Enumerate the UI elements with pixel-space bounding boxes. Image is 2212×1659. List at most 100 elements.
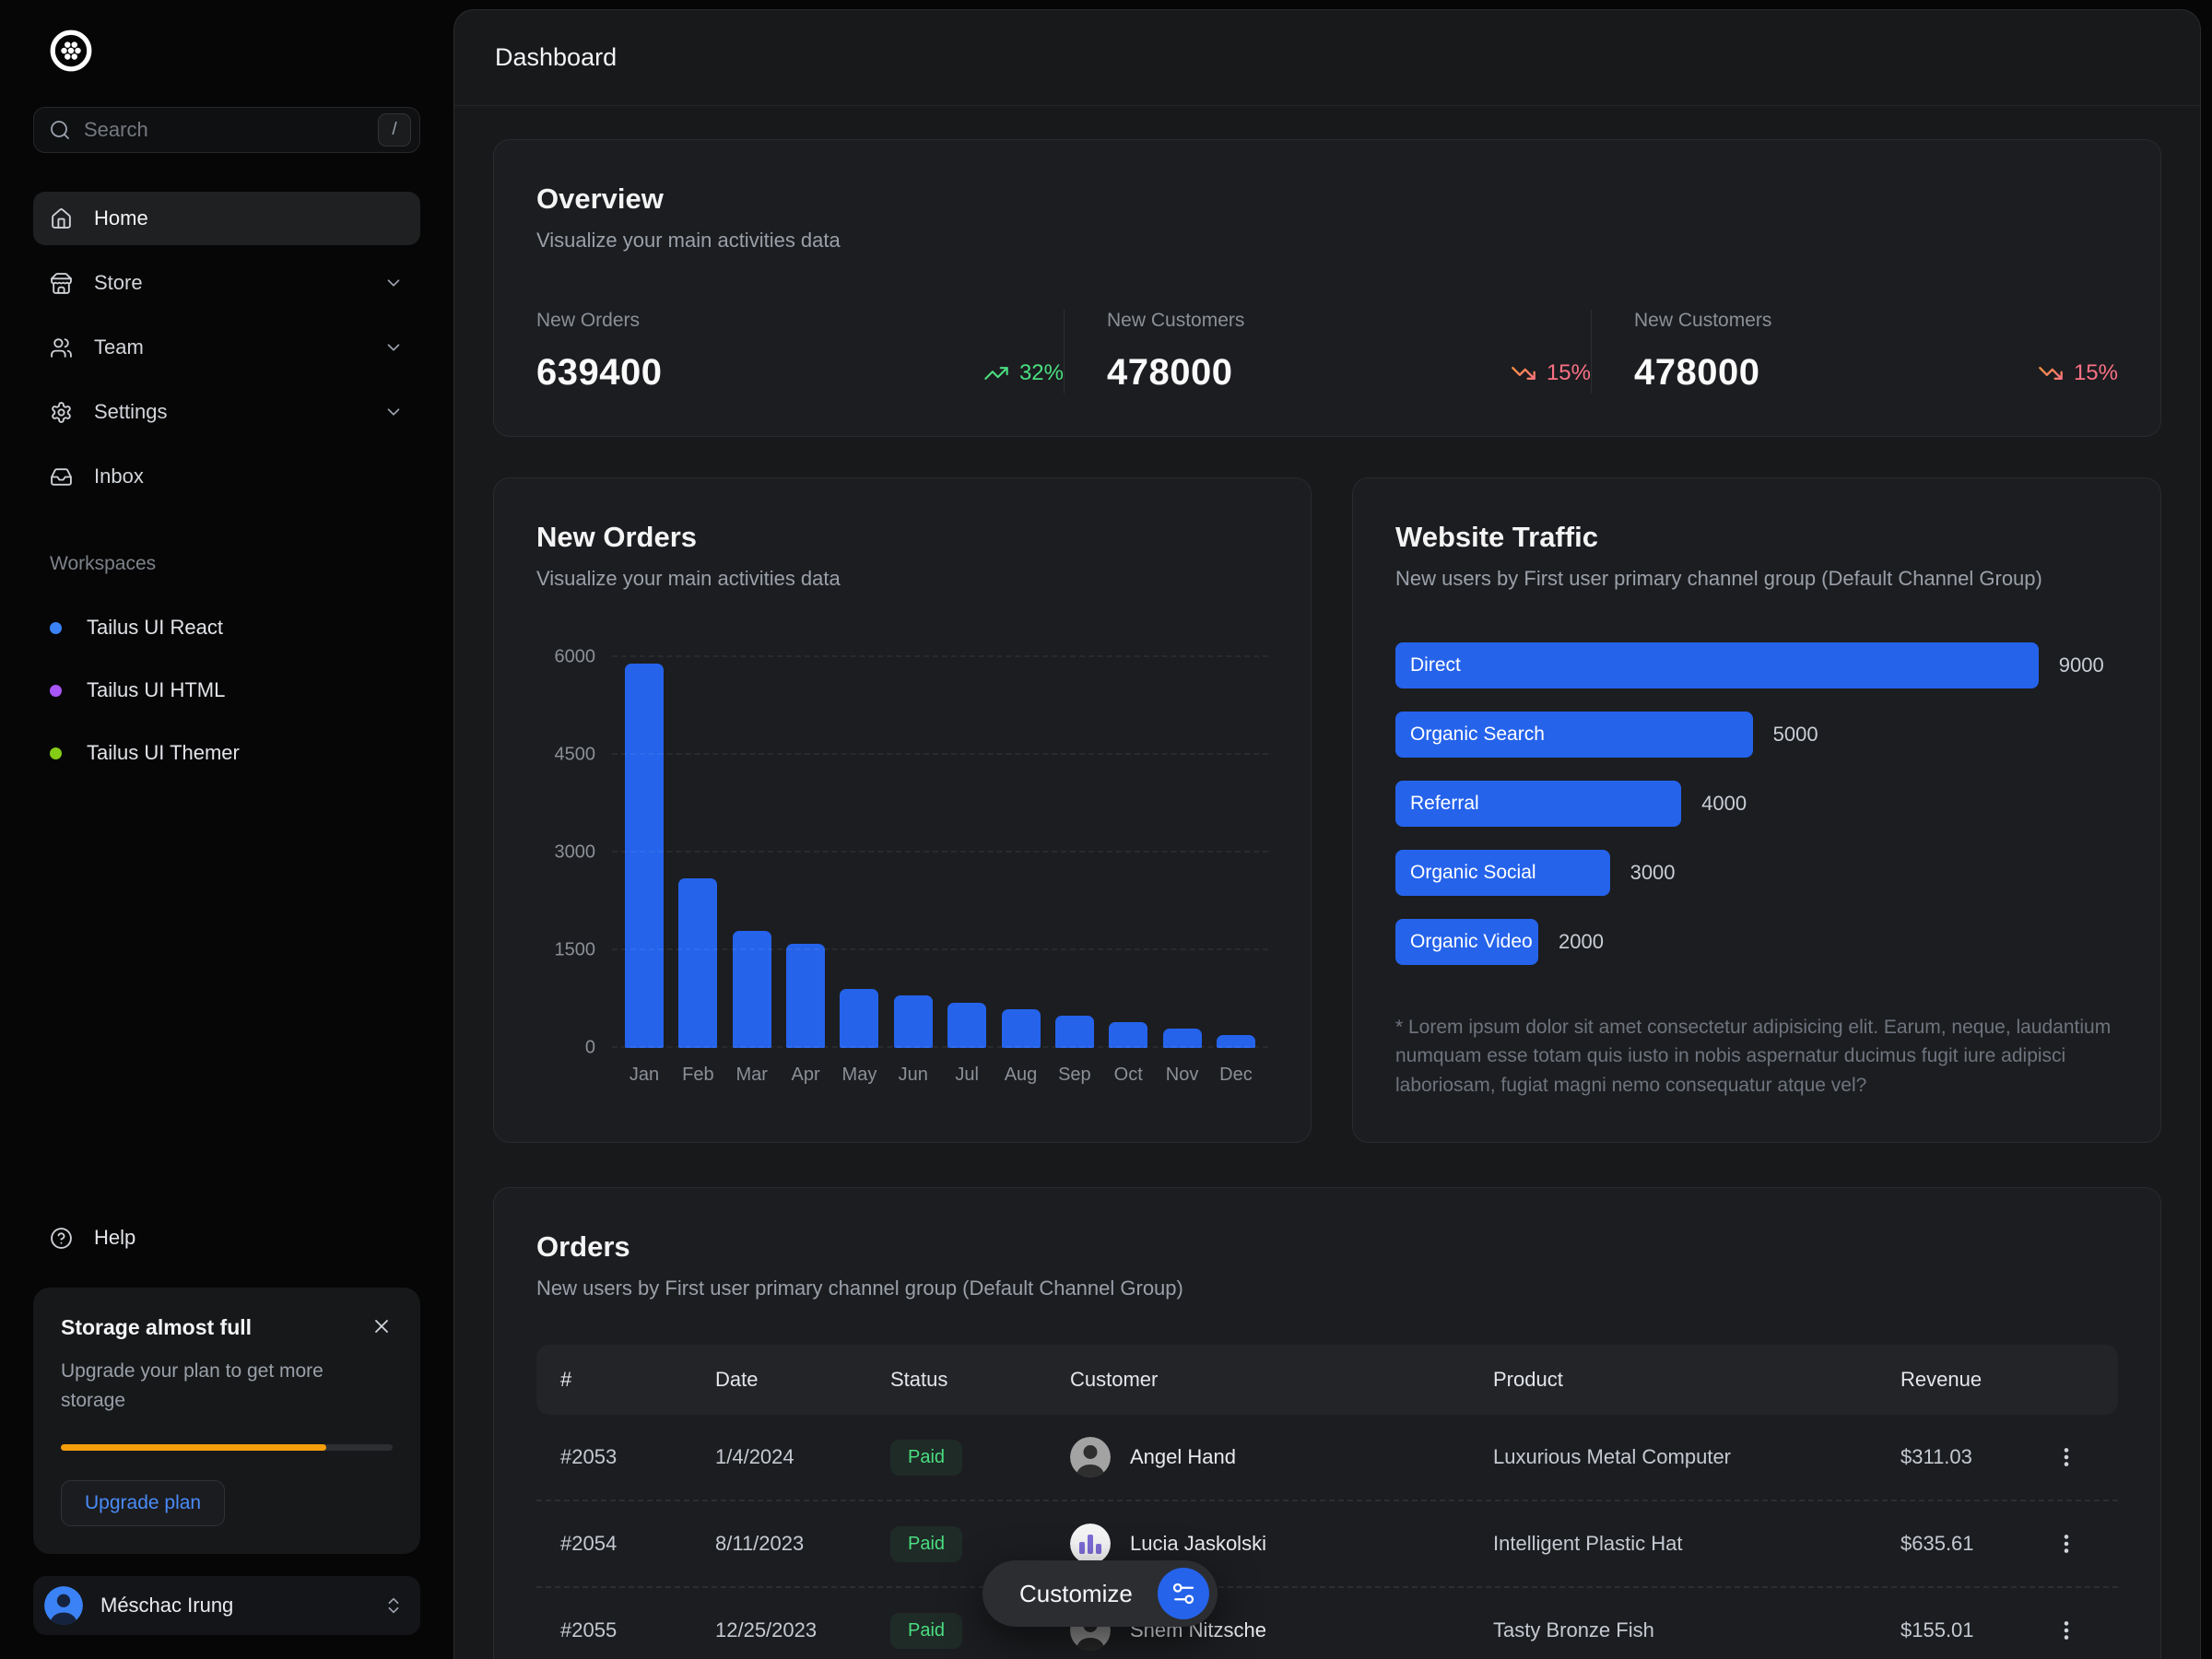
search-box: / <box>33 107 420 153</box>
x-tick-label: Jan <box>629 1065 660 1085</box>
gridline <box>612 1046 1268 1048</box>
sidebar-item-label: Home <box>94 206 148 229</box>
overview-stat: New Customers 478000 15% <box>1064 310 1591 394</box>
bar-may <box>840 989 879 1048</box>
x-tick-label: Nov <box>1165 1065 1199 1085</box>
sidebar-item-inbox[interactable]: Inbox <box>33 450 420 503</box>
y-tick-label: 3000 <box>554 841 596 863</box>
user-menu[interactable]: Méschac Irung <box>33 1576 420 1635</box>
bar-feb <box>678 878 718 1048</box>
bar-dec <box>1216 1034 1255 1048</box>
stat-trend-value: 15% <box>1546 359 1591 385</box>
order-revenue: $635.61 <box>1900 1532 1974 1555</box>
stat-trend: 32% <box>983 360 1064 386</box>
order-date: 12/25/2023 <box>715 1618 818 1641</box>
trending-up-icon <box>983 360 1009 386</box>
traffic-row-organic-search: Organic Search 5000 <box>1395 712 2118 758</box>
traffic-bar-organic-video: Organic Video <box>1395 919 1539 965</box>
order-revenue: $311.03 <box>1900 1445 1972 1468</box>
stat-label: New Customers <box>1107 310 1245 331</box>
workspace-item-tailus-ui-themer[interactable]: Tailus UI Themer <box>33 728 420 778</box>
storage-alert-title: Storage almost full <box>61 1315 253 1339</box>
charts-row: New Orders Visualize your main activitie… <box>493 477 2161 1143</box>
workspace-label: Tailus UI React <box>87 616 223 639</box>
table-row: #2055 12/25/2023 Paid Shem Nitzsche Tasty Br… <box>536 1588 2118 1659</box>
website-traffic-subtitle: New users by First user primary channel … <box>1395 567 2042 590</box>
table-row: #2053 1/4/2024 Paid Angel Hand Luxurious Met… <box>536 1415 2118 1501</box>
workspace-color-dot <box>50 621 62 634</box>
orders-table-body: #2053 1/4/2024 Paid Angel Hand Luxurious Met… <box>536 1415 2118 1659</box>
status-badge: Paid <box>890 1439 963 1476</box>
settings-icon <box>50 401 73 424</box>
row-menu-button[interactable] <box>2047 1524 2086 1563</box>
column-header-id: # <box>560 1368 572 1391</box>
traffic-bar-value: 5000 <box>1772 723 1818 746</box>
column-header-status: Status <box>890 1368 948 1391</box>
sidebar-nav: Home Store Team Settings Inbox <box>33 192 420 503</box>
traffic-bar-label: Organic Search <box>1410 724 1545 745</box>
storage-progress-fill <box>61 1444 326 1451</box>
help-button[interactable]: Help <box>33 1214 420 1262</box>
order-id: #2054 <box>560 1532 618 1555</box>
workspace-item-tailus-ui-html[interactable]: Tailus UI HTML <box>33 665 420 715</box>
sidebar-item-store[interactable]: Store <box>33 256 420 310</box>
row-menu-button[interactable] <box>2047 1611 2086 1650</box>
row-menu-button[interactable] <box>2047 1438 2086 1477</box>
column-header-revenue: Revenue <box>1900 1368 1983 1391</box>
main-panel: Dashboard Overview Visualize your main a… <box>453 9 2201 1659</box>
customer-name: Lucia Jaskolski <box>1130 1532 1266 1555</box>
sidebar-item-label: Settings <box>94 400 168 423</box>
sidebar-item-team[interactable]: Team <box>33 321 420 374</box>
order-product: Intelligent Plastic Hat <box>1493 1532 1683 1555</box>
close-icon[interactable] <box>363 1308 400 1345</box>
x-tick-label: Feb <box>682 1065 714 1085</box>
search-icon <box>49 119 71 141</box>
chevron-down-icon <box>383 337 404 358</box>
trending-down-icon <box>1511 360 1536 386</box>
x-tick-label: Dec <box>1219 1065 1253 1085</box>
traffic-bar-organic-social: Organic Social <box>1395 850 1610 896</box>
orders-table-header: # Date Status Customer Product Revenue <box>536 1345 2118 1415</box>
bar-mar <box>732 930 771 1048</box>
bar-jun <box>893 995 933 1048</box>
traffic-row-organic-video: Organic Video 2000 <box>1395 919 2118 965</box>
order-id: #2055 <box>560 1618 618 1641</box>
page-title: Dashboard <box>495 43 618 71</box>
overview-subtitle: Visualize your main activities data <box>536 229 841 252</box>
stat-trend: 15% <box>1511 360 1591 386</box>
bar-nov <box>1162 1028 1202 1048</box>
chevron-down-icon <box>383 273 404 293</box>
page-header: Dashboard <box>454 10 2200 106</box>
traffic-bar-referral: Referral <box>1395 781 1682 827</box>
x-tick-label: Sep <box>1058 1065 1091 1085</box>
customize-button[interactable]: Customize <box>982 1560 1218 1627</box>
x-tick-label: Aug <box>1004 1065 1038 1085</box>
traffic-bar-label: Organic Video <box>1410 931 1533 952</box>
traffic-row-referral: Referral 4000 <box>1395 781 2118 827</box>
y-tick-label: 0 <box>584 1037 595 1058</box>
x-tick-label: Oct <box>1113 1065 1143 1085</box>
traffic-bar-value: 3000 <box>1630 861 1676 884</box>
chart-plot-area <box>612 655 1268 1048</box>
search-input[interactable] <box>84 118 365 142</box>
chart-x-axis: Jan Feb Mar Apr May Jun Jul Aug Sep Oct Nov Dec <box>612 1065 1268 1086</box>
upgrade-plan-button[interactable]: Upgrade plan <box>61 1480 226 1526</box>
traffic-bar-label: Direct <box>1410 654 1461 676</box>
sidebar-item-settings[interactable]: Settings <box>33 385 420 439</box>
x-tick-label: Jul <box>955 1065 979 1085</box>
workspace-item-tailus-ui-react[interactable]: Tailus UI React <box>33 603 420 653</box>
orders-title: Orders <box>536 1230 630 1263</box>
app-logo-icon[interactable] <box>48 28 94 74</box>
sidebar-item-home[interactable]: Home <box>33 192 420 245</box>
home-icon <box>50 207 73 230</box>
storage-alert-card: Storage almost full Upgrade your plan to… <box>33 1288 420 1554</box>
order-product: Tasty Bronze Fish <box>1493 1618 1654 1641</box>
gridline <box>612 948 1268 950</box>
page-content: Overview Visualize your main activities … <box>454 106 2200 1659</box>
orders-card: Orders New users by First user primary c… <box>493 1187 2161 1659</box>
y-tick-label: 4500 <box>554 744 596 765</box>
sidebar-spacer <box>33 778 420 1214</box>
new-orders-chart-card: New Orders Visualize your main activitie… <box>493 477 1312 1143</box>
traffic-bar-list: Direct 9000 Organic Search 5000 Referral 4000… <box>1395 642 2118 965</box>
order-date: 8/11/2023 <box>715 1532 805 1555</box>
